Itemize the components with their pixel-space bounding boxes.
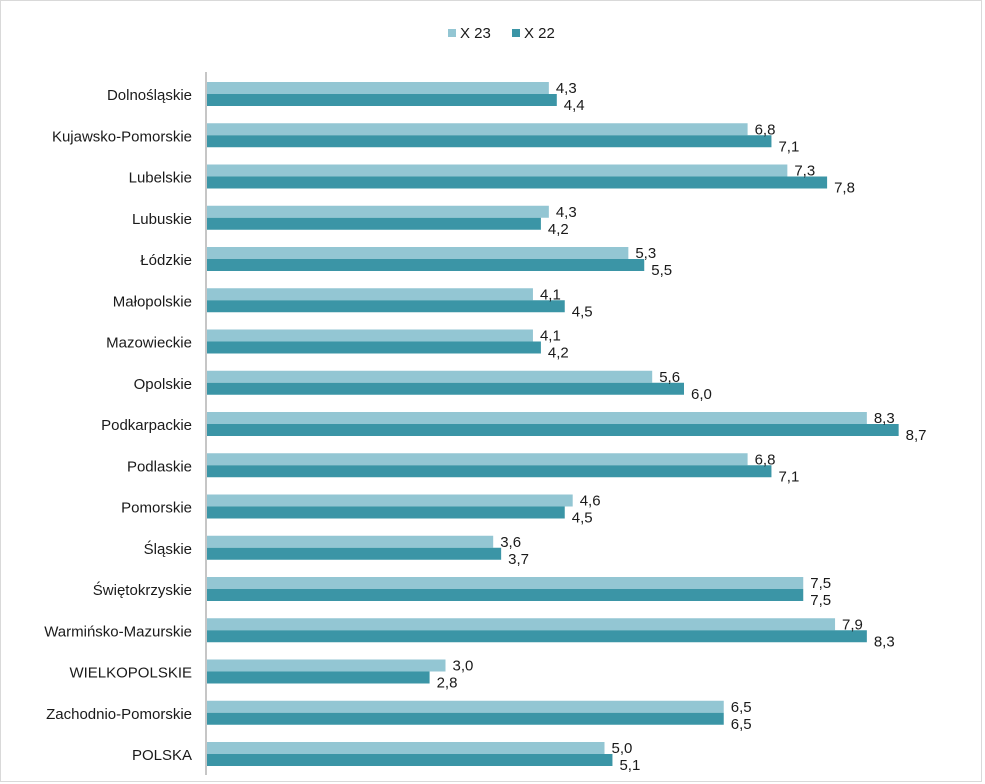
value-label-x23: 4,1	[540, 328, 561, 345]
category-label: Świętokrzyskie	[93, 581, 192, 599]
value-label-x23: 7,5	[810, 575, 831, 592]
bar-x23	[207, 535, 494, 548]
value-label-x23: 4,3	[556, 80, 577, 97]
value-label-x23: 5,6	[659, 369, 680, 386]
bar-x23	[207, 82, 549, 94]
category-label: Dolnośląskie	[107, 87, 192, 104]
value-label-x23: 4,3	[556, 204, 577, 221]
value-label-x22: 7,8	[834, 180, 855, 197]
category-label: WIELKOPOLSKIE	[69, 665, 192, 682]
category-label: Lubuskie	[132, 211, 192, 228]
bar-x22	[207, 217, 541, 230]
category-label: Podkarpackie	[101, 417, 192, 434]
value-label-x22: 8,7	[906, 427, 927, 444]
value-label-x22: 7,1	[778, 468, 799, 485]
category-label: Śląskie	[144, 540, 192, 558]
value-label-x23: 7,9	[842, 616, 863, 633]
value-labels: 4,34,46,87,17,37,84,34,25,35,54,14,54,14…	[437, 80, 927, 774]
value-label-x23: 3,6	[500, 534, 521, 551]
value-label-x22: 7,5	[810, 592, 831, 609]
value-label-x22: 8,3	[874, 633, 895, 650]
legend-label-x22: X 22	[524, 25, 555, 42]
value-label-x22: 5,5	[651, 262, 672, 279]
bar-x22	[207, 630, 867, 643]
value-label-x23: 6,8	[755, 451, 776, 468]
value-label-x23: 4,1	[540, 286, 561, 303]
value-label-x23: 7,3	[794, 163, 815, 180]
value-label-x22: 4,5	[572, 510, 593, 527]
value-label-x23: 5,0	[612, 740, 633, 757]
bar-x22	[207, 424, 899, 436]
bar-x22	[207, 94, 557, 106]
bars-group	[207, 82, 899, 766]
category-label: Łódzkie	[140, 252, 192, 269]
bar-x22	[207, 382, 684, 395]
value-label-x23: 5,3	[635, 245, 656, 262]
value-label-x23: 3,0	[453, 658, 474, 675]
bar-x23	[207, 700, 724, 713]
value-label-x22: 6,5	[731, 716, 752, 733]
bar-x22	[207, 300, 565, 313]
category-label: Małopolskie	[113, 293, 192, 310]
value-label-x23: 6,8	[755, 121, 776, 138]
bar-x23	[207, 742, 605, 754]
legend-swatch-x22	[512, 29, 520, 37]
category-label: Podlaskie	[127, 458, 192, 475]
bar-x22	[207, 589, 804, 601]
value-label-x22: 4,4	[564, 97, 585, 114]
bar-x22	[207, 259, 645, 271]
bar-x23	[207, 247, 629, 259]
legend: X 23 X 22	[448, 25, 555, 42]
category-label: Lubelskie	[129, 170, 192, 187]
value-label-x22: 2,8	[437, 675, 458, 692]
bar-x23	[207, 494, 573, 507]
category-label: Warmińsko-Mazurskie	[44, 623, 192, 640]
bar-x22	[207, 547, 502, 560]
category-label: Mazowieckie	[106, 335, 192, 352]
bar-x23	[207, 329, 533, 342]
bar-x23	[207, 123, 748, 136]
bar-x22	[207, 712, 724, 725]
value-label-x22: 4,2	[548, 221, 569, 238]
bar-x23	[207, 453, 748, 466]
value-label-x22: 7,1	[778, 138, 799, 155]
bar-x23	[207, 618, 836, 631]
category-label: Opolskie	[134, 376, 192, 393]
value-label-x22: 3,7	[508, 551, 529, 568]
value-label-x23: 4,6	[580, 493, 601, 510]
legend-label-x23: X 23	[460, 25, 491, 42]
category-label: Pomorskie	[121, 500, 192, 517]
bar-x22	[207, 176, 828, 189]
value-label-x22: 6,0	[691, 386, 712, 403]
value-label-x22: 4,2	[548, 345, 569, 362]
bar-x23	[207, 164, 788, 177]
value-label-x22: 4,5	[572, 303, 593, 320]
bar-x22	[207, 671, 430, 684]
bar-x22	[207, 754, 613, 766]
bar-x23	[207, 577, 804, 589]
category-label: POLSKA	[132, 747, 192, 764]
bar-x23	[207, 205, 549, 218]
bar-x23	[207, 288, 533, 301]
value-label-x23: 6,5	[731, 699, 752, 716]
bar-x22	[207, 135, 772, 148]
value-label-x23: 8,3	[874, 410, 895, 427]
bar-x23	[207, 659, 446, 672]
bar-x22	[207, 341, 541, 354]
bar-x23	[207, 412, 867, 424]
value-label-x22: 5,1	[619, 757, 640, 774]
bar-x23	[207, 370, 653, 383]
category-label: Zachodnio-Pomorskie	[46, 706, 192, 723]
category-label: Kujawsko-Pomorskie	[52, 128, 192, 145]
bar-x22	[207, 465, 772, 478]
legend-swatch-x23	[448, 29, 456, 37]
bar-x22	[207, 506, 565, 519]
category-labels: Dolnośląskie Kujawsko-Pomorskie Lubelskie L…	[44, 87, 192, 764]
